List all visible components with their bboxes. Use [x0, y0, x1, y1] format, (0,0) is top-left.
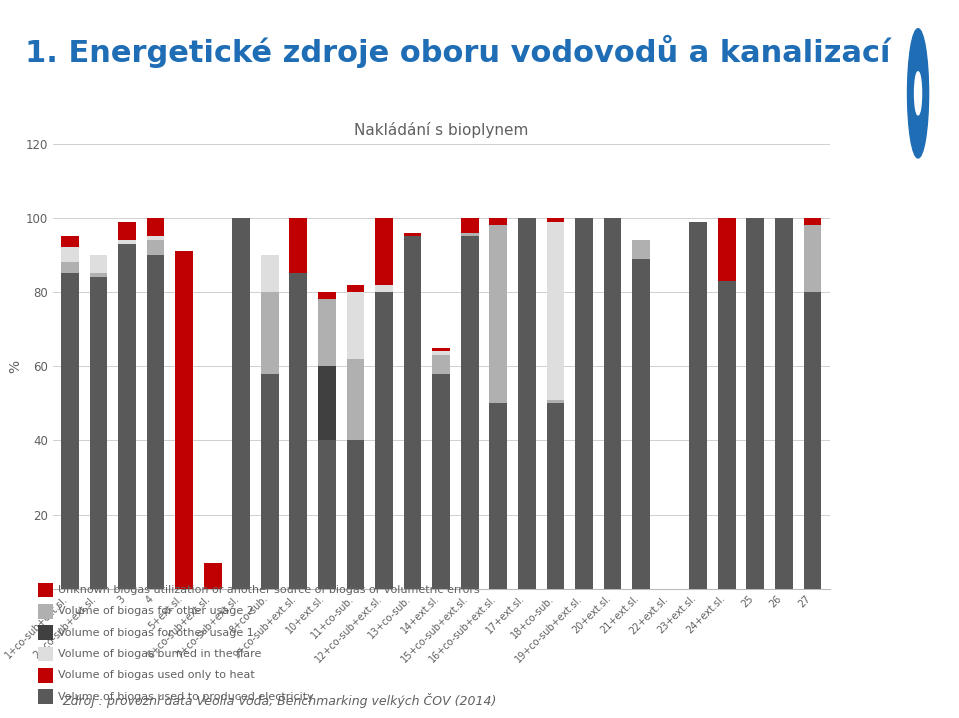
Bar [489, 404, 507, 589]
FancyBboxPatch shape [38, 625, 53, 640]
Circle shape [907, 29, 928, 158]
Bar [147, 236, 164, 240]
Bar [632, 240, 650, 258]
FancyBboxPatch shape [38, 689, 53, 704]
FancyBboxPatch shape [38, 604, 53, 619]
Bar [61, 248, 79, 262]
Bar [433, 373, 450, 589]
Bar [575, 218, 593, 589]
Bar [433, 348, 450, 351]
Bar [232, 218, 250, 589]
Bar [433, 351, 450, 355]
Bar [204, 563, 222, 589]
Bar [375, 284, 393, 292]
Bar [775, 218, 793, 589]
Bar [804, 292, 821, 589]
Y-axis label: %: % [9, 360, 23, 373]
Bar [61, 274, 79, 589]
Circle shape [915, 72, 922, 115]
Bar [346, 440, 364, 589]
Bar [433, 355, 450, 373]
Title: Nakládání s bioplynem: Nakládání s bioplynem [354, 122, 528, 139]
Text: Volume of biogas used only to heat: Volume of biogas used only to heat [58, 671, 255, 681]
Bar [290, 274, 307, 589]
Bar [89, 274, 107, 277]
Bar [147, 255, 164, 589]
Bar [346, 292, 364, 359]
Bar [318, 440, 336, 589]
Circle shape [902, 0, 933, 187]
Bar [718, 218, 736, 281]
Bar [547, 399, 564, 404]
Bar [318, 366, 336, 440]
Bar [290, 218, 307, 274]
Bar [461, 218, 479, 233]
Bar [346, 284, 364, 292]
Bar [375, 218, 393, 284]
Text: /05/2016: /05/2016 [878, 694, 923, 704]
Text: Volume of biogas for other usage 1: Volume of biogas for other usage 1 [58, 628, 254, 638]
Bar [61, 262, 79, 274]
Bar [547, 222, 564, 399]
Bar [718, 281, 736, 589]
Bar [804, 225, 821, 292]
Bar [118, 244, 136, 589]
FancyBboxPatch shape [38, 668, 53, 683]
Bar [690, 222, 707, 589]
Bar [318, 292, 336, 299]
FancyBboxPatch shape [38, 583, 53, 597]
Bar [518, 218, 536, 589]
Bar [147, 218, 164, 236]
Bar [346, 359, 364, 440]
Bar [746, 218, 764, 589]
Bar [404, 233, 421, 236]
Bar [489, 225, 507, 404]
Bar [603, 218, 621, 589]
Bar [547, 404, 564, 589]
Text: Zdroj : provozní data Veolia Voda, Benchmarking velkých ČOV (2014): Zdroj : provozní data Veolia Voda, Bench… [62, 693, 497, 708]
Bar [804, 218, 821, 225]
Bar [632, 258, 650, 589]
Bar [261, 255, 279, 292]
Bar [61, 236, 79, 248]
Bar [489, 218, 507, 225]
Text: Volume of biogas for other usage 2: Volume of biogas for other usage 2 [58, 606, 254, 616]
Bar [118, 240, 136, 244]
Text: 1. Energetické zdroje oboru vodovodů a kanalizací: 1. Energetické zdroje oboru vodovodů a k… [25, 35, 891, 68]
Bar [461, 236, 479, 589]
Bar [147, 240, 164, 255]
Bar [461, 233, 479, 236]
Bar [89, 255, 107, 274]
Bar [375, 292, 393, 589]
Bar [175, 251, 193, 589]
Bar [261, 292, 279, 373]
Bar [318, 299, 336, 366]
FancyBboxPatch shape [38, 647, 53, 661]
Bar [89, 277, 107, 589]
Bar [404, 236, 421, 589]
Bar [547, 218, 564, 222]
Text: Volume of biogas burned in the flare: Volume of biogas burned in the flare [58, 649, 262, 659]
Text: Volume of biogas used to produced electricity: Volume of biogas used to produced electr… [58, 691, 314, 701]
Text: Unknown biogas utilization or another source of biogas or volumetric errors: Unknown biogas utilization or another so… [58, 585, 480, 595]
Bar [118, 222, 136, 240]
PathPatch shape [842, 0, 889, 718]
Bar [261, 373, 279, 589]
